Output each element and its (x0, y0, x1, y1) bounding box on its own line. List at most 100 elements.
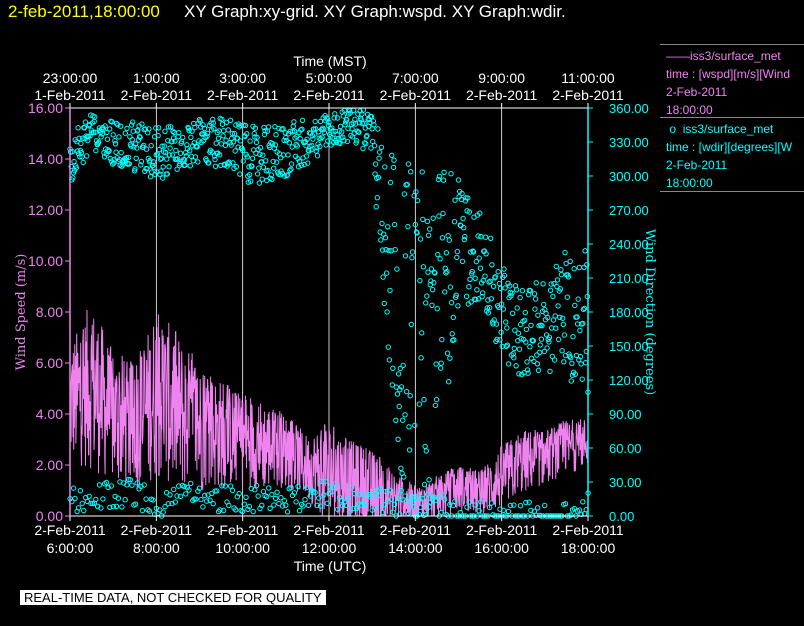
wdir-point (429, 302, 435, 308)
bottom-tick-date: 2-Feb-2011 (552, 522, 624, 538)
wdir-point (330, 128, 336, 134)
wdir-point (126, 161, 133, 167)
wdir-point (448, 299, 455, 306)
wdir-point (148, 143, 154, 149)
wdir-point (155, 125, 162, 131)
wdir-point (81, 125, 88, 131)
wdir-point (374, 195, 380, 201)
wdir-point (479, 293, 485, 300)
wdir-point (401, 191, 408, 197)
wdir-point (262, 128, 268, 134)
wdir-point (272, 142, 279, 148)
wdir-point (546, 334, 553, 340)
wdir-point (405, 510, 412, 516)
wdir-point (468, 299, 474, 305)
wdir-point (421, 481, 428, 488)
wdir-point (76, 135, 82, 142)
wdir-point (523, 326, 530, 333)
wdir-point (176, 130, 182, 136)
wdir-point (408, 169, 414, 175)
wdir-point (392, 501, 398, 507)
wdir-point (157, 171, 163, 177)
wdir-point (344, 116, 350, 123)
wdir-point (219, 116, 225, 123)
wdir-point (386, 487, 392, 493)
wdir-point (532, 306, 538, 312)
wdir-point (370, 138, 376, 145)
wdir-point (361, 120, 367, 126)
wdir-point (438, 509, 444, 516)
bottom-tick-time: 16:00:00 (474, 540, 529, 556)
wdir-point (448, 171, 454, 177)
wdir-point (172, 138, 178, 144)
wdir-point (110, 504, 117, 510)
wdir-point (160, 175, 166, 181)
top-tick-time: 1:00:00 (133, 70, 180, 86)
wdir-point (528, 322, 534, 329)
wdir-point (515, 330, 522, 336)
wdir-point (580, 320, 586, 327)
wdir-point (505, 508, 512, 515)
wdir-point (404, 181, 410, 188)
wdir-point (464, 504, 470, 510)
wdir-point (581, 305, 588, 312)
wdir-point (314, 153, 321, 159)
wdir-point (239, 508, 246, 515)
wdir-point (428, 278, 434, 284)
wdir-point (210, 116, 216, 123)
wdir-point (488, 296, 494, 302)
wdir-point (187, 148, 193, 154)
wdir-point (195, 159, 201, 165)
wdir-point (537, 342, 543, 348)
wdir-point (533, 280, 539, 286)
wdir-point (269, 491, 275, 498)
wdir-point (113, 120, 120, 127)
wdir-point (294, 143, 300, 149)
wdir-point (124, 125, 130, 132)
wdir-point (253, 482, 260, 489)
wdir-point (313, 126, 319, 132)
wdir-point (451, 337, 457, 343)
wdir-point (204, 130, 211, 137)
wdir-point (282, 173, 288, 179)
wdir-point (126, 154, 132, 161)
wdir-point (398, 465, 404, 471)
wdir-point (82, 119, 89, 125)
wdir-point (436, 213, 442, 219)
wdir-point (160, 164, 166, 170)
wdir-point (128, 143, 134, 149)
wdir-point (569, 360, 575, 366)
wdir-point (257, 151, 263, 158)
wdir-point (384, 309, 390, 315)
wdir-point (472, 275, 478, 281)
wdir-point (230, 139, 237, 145)
wdir-point (378, 237, 384, 243)
wdir-point (325, 138, 331, 144)
wdir-point (153, 125, 159, 131)
wdir-point (406, 424, 412, 430)
wdir-point (467, 276, 473, 282)
wdir-point (550, 293, 556, 300)
wdir-point (360, 145, 366, 152)
wdir-point (417, 236, 424, 242)
wdir-point (105, 484, 111, 491)
wdir-point (422, 511, 429, 518)
wdir-point (363, 141, 369, 147)
left-tick-label: 4.00 (36, 406, 63, 422)
wdir-point (319, 478, 325, 485)
wdir-point (367, 494, 374, 500)
wdir-point (109, 161, 116, 167)
wdir-point (123, 155, 130, 161)
y-right-axis-title: Wind Direction (degrees) (642, 229, 657, 395)
wdir-point (340, 113, 347, 119)
wdir-point (96, 482, 103, 488)
wdir-point (509, 310, 516, 316)
wdir-point (450, 502, 456, 509)
wdir-point (410, 494, 417, 501)
wdir-point (393, 417, 399, 423)
wdir-point (92, 114, 98, 120)
wdir-point (402, 493, 408, 499)
wdir-point (557, 286, 564, 292)
wdir-point (206, 160, 212, 166)
wdir-point (404, 498, 410, 505)
